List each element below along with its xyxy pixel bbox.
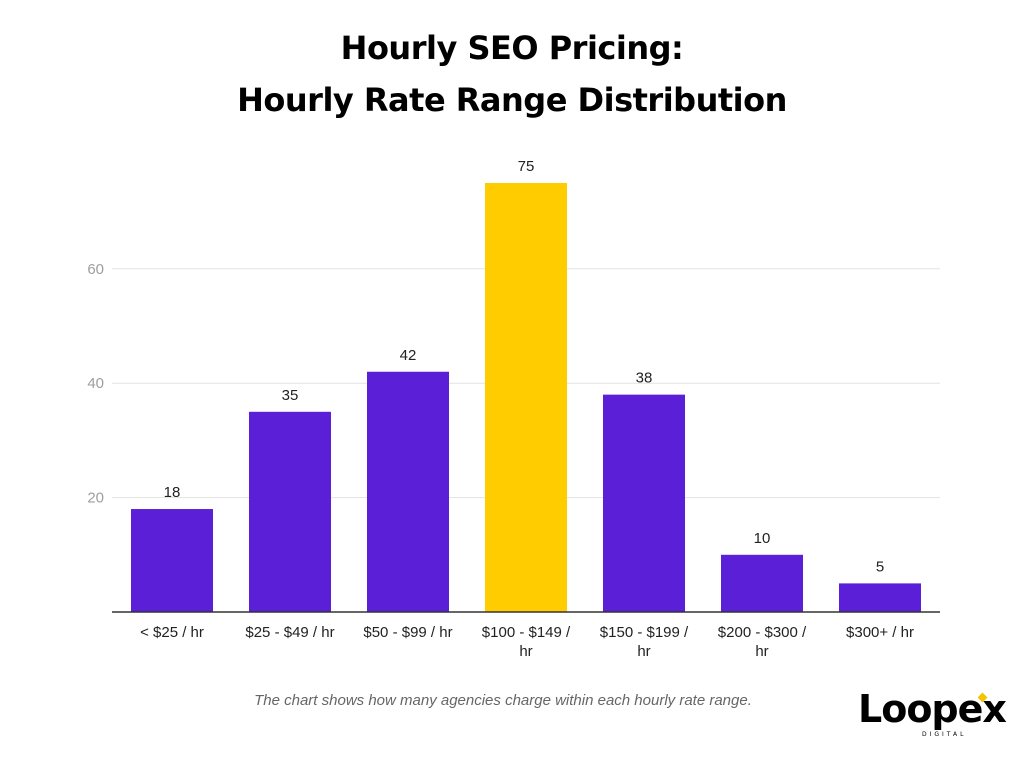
chart-title-line-2: Hourly Rate Range Distribution — [237, 81, 787, 119]
bar — [485, 183, 567, 612]
data-label: 42 — [400, 347, 417, 364]
x-tick-label: $100 - $149 /hr — [482, 624, 571, 660]
data-label: 38 — [636, 370, 653, 387]
data-label: 35 — [282, 387, 299, 404]
bar — [249, 411, 331, 612]
y-axis-tick-labels: 20 40 60 — [87, 261, 104, 507]
x-tick-label: $25 - $49 / hr — [245, 624, 334, 641]
logo-subtitle: DIGITAL — [922, 731, 967, 738]
data-label: 75 — [518, 158, 535, 175]
x-tick-label: $50 - $99 / hr — [363, 624, 452, 641]
bar — [131, 509, 213, 612]
loopex-logo: Loopex DIGITAL — [858, 688, 1007, 748]
x-tick-label: $150 - $199 /hr — [600, 624, 689, 660]
chart-caption: The chart shows how many agencies charge… — [254, 692, 752, 709]
y-tick-label: 20 — [87, 490, 104, 507]
chart-title-line-1: Hourly SEO Pricing: — [340, 29, 684, 67]
data-labels: 18 35 42 75 38 10 5 — [164, 158, 885, 575]
bars — [131, 183, 921, 612]
y-tick-label: 40 — [87, 375, 104, 392]
bar — [839, 583, 921, 612]
x-tick-label: $300+ / hr — [846, 624, 914, 641]
x-tick-label: < $25 / hr — [140, 624, 204, 641]
bar — [603, 394, 685, 612]
bar — [367, 371, 449, 612]
data-label: 5 — [876, 558, 884, 575]
x-tick-label: $200 - $300 /hr — [718, 624, 807, 660]
data-label: 18 — [164, 484, 181, 501]
data-label: 10 — [754, 530, 771, 547]
bar — [721, 554, 803, 612]
chart-title: Hourly SEO Pricing: Hourly Rate Range Di… — [0, 22, 1024, 126]
y-tick-label: 60 — [87, 261, 104, 278]
x-axis-category-labels: < $25 / hr $25 - $49 / hr $50 - $99 / hr $1… — [140, 624, 914, 660]
